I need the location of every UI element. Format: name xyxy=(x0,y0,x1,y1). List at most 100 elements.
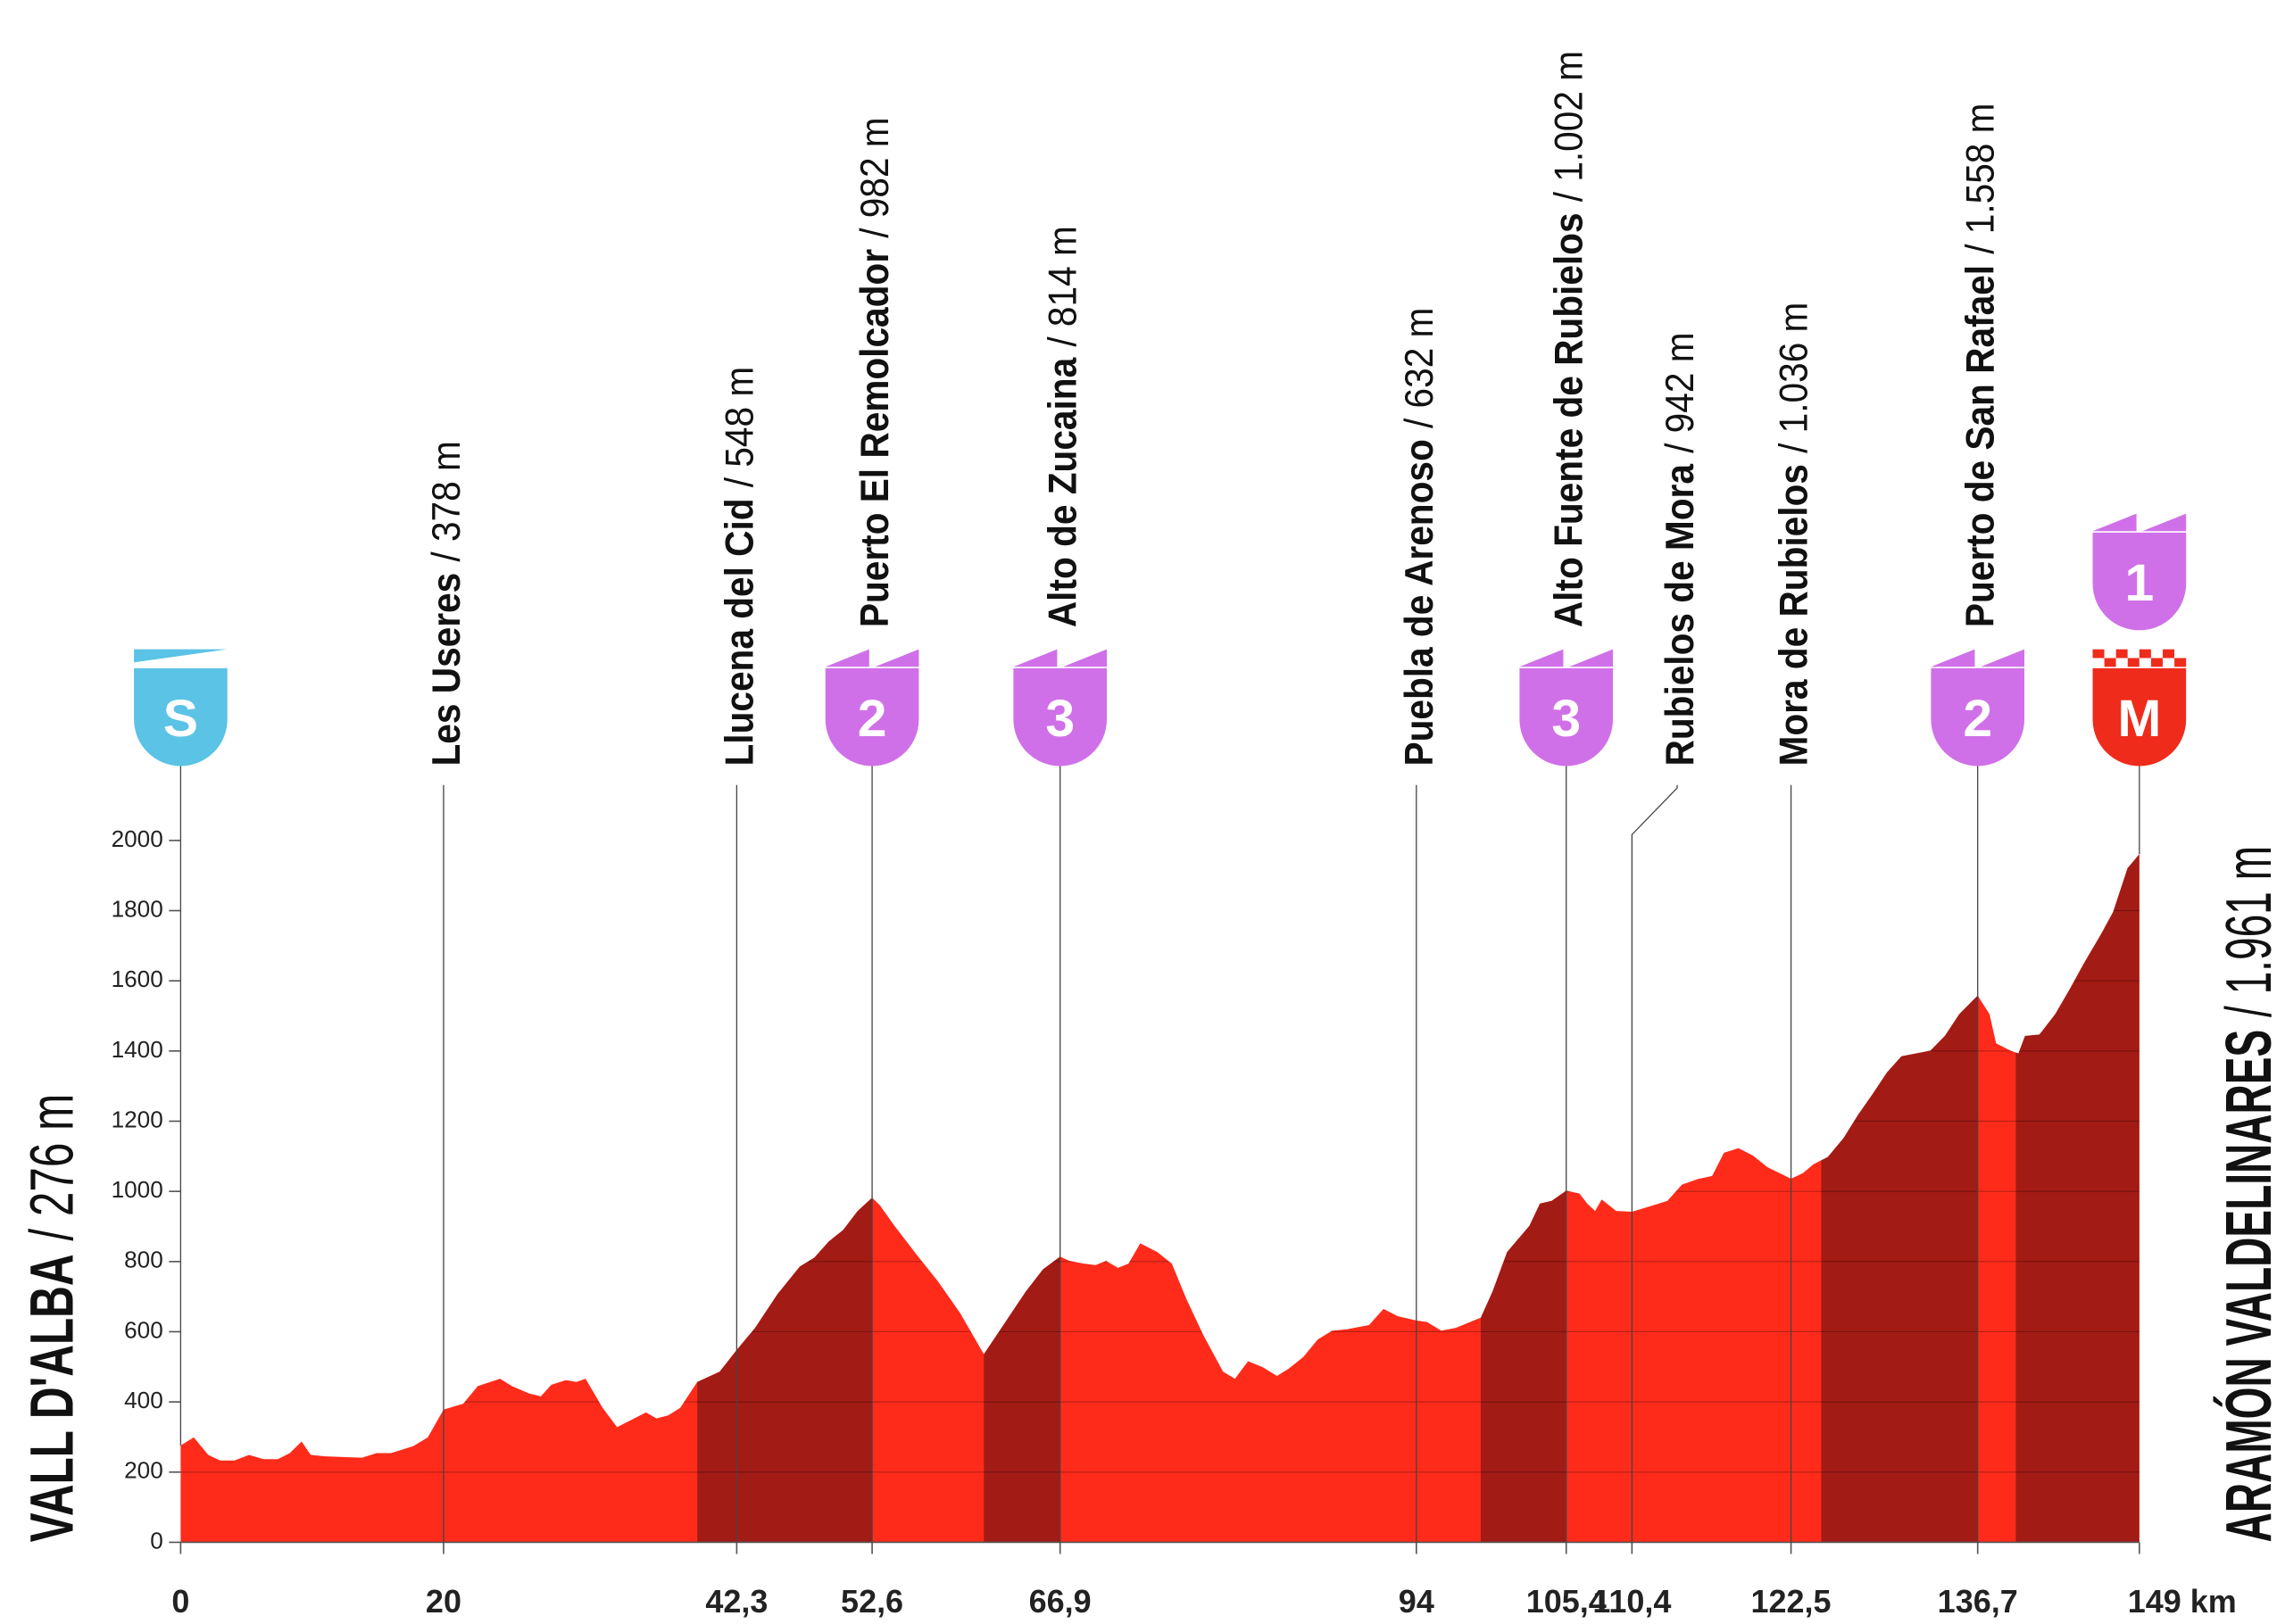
x-tick-label: 105,4 xyxy=(1526,1583,1607,1620)
waypoint-label: Puerto El Remolcador / 982 m xyxy=(853,117,897,627)
badge-label: 2 xyxy=(1963,690,1992,748)
badge: 1 xyxy=(2092,513,2187,631)
badge-label: 3 xyxy=(1045,690,1075,748)
y-tick-label: 1400 xyxy=(112,1036,163,1063)
badge-check xyxy=(2115,649,2128,659)
waypoint-elevation: / 982 m xyxy=(853,117,897,237)
badge-body xyxy=(2092,532,2187,631)
y-tick-label: 1200 xyxy=(112,1106,163,1132)
badge-label: S xyxy=(163,690,198,748)
x-tick-label: 42,3 xyxy=(705,1583,768,1620)
waypoint-elevation: / 942 m xyxy=(1658,332,1701,452)
badge-check xyxy=(2104,649,2116,659)
badge-check xyxy=(2163,658,2175,667)
start-label: VALL D'ALBA / 276 m xyxy=(17,1094,86,1543)
badge-check xyxy=(2150,649,2164,659)
badge: M xyxy=(2092,649,2187,766)
waypoint-elevation: / 1.558 m xyxy=(1958,104,2002,254)
waypoint-label: Rubielos de Mora / 942 m xyxy=(1658,332,1701,766)
badge: 2 xyxy=(1931,649,2025,766)
waypoint-elevation: / 632 m xyxy=(1397,308,1441,428)
climb-section xyxy=(2015,854,2140,1543)
x-tick-label: 52,6 xyxy=(841,1583,903,1620)
waypoint-name: Rubielos de Mora xyxy=(1658,464,1701,766)
leader-line xyxy=(1631,784,1678,1543)
y-tick-label: 1000 xyxy=(112,1176,163,1203)
waypoint-label: Llucena del Cid / 548 m xyxy=(718,367,761,766)
badge-check xyxy=(2139,649,2151,659)
badge-flag xyxy=(2092,513,2187,532)
waypoint-label: Les Useres / 378 m xyxy=(424,441,468,766)
y-tick-label: 600 xyxy=(124,1316,163,1343)
badge-label: 3 xyxy=(1551,690,1581,748)
waypoint-name: Alto de Zucaina xyxy=(1041,357,1084,627)
badge: 3 xyxy=(1519,649,1614,766)
climb-section xyxy=(1480,854,1566,1543)
badge-body xyxy=(134,667,228,766)
waypoint-name: VALL D'ALBA xyxy=(17,1254,86,1542)
elevation-area xyxy=(180,854,2140,1543)
waypoint-label: Puerto de San Rafael / 1.558 m xyxy=(1958,104,2002,628)
x-tick-label: 0 xyxy=(171,1583,189,1620)
x-tick-label: 136,7 xyxy=(1938,1583,2018,1620)
badge-body xyxy=(2092,667,2187,766)
x-tick-label: 94 xyxy=(1399,1583,1434,1620)
badge-check xyxy=(2115,658,2128,667)
badge-body xyxy=(1013,667,1108,766)
badge: 3 xyxy=(1013,649,1108,766)
badge-check xyxy=(2174,649,2187,659)
waypoint-name: Puerto de San Rafael xyxy=(1958,265,2002,627)
waypoint-label: Alto Fuente de Rubielos / 1.002 m xyxy=(1547,51,1591,627)
waypoint-elevation: / 814 m xyxy=(1041,226,1084,346)
x-tick-label: 110,4 xyxy=(1592,1583,1671,1620)
y-tick-label: 800 xyxy=(124,1247,163,1273)
waypoint-name: Alto Fuente de Rubielos xyxy=(1547,212,1591,627)
badge-body xyxy=(1931,667,2025,766)
y-tick-label: 200 xyxy=(124,1457,163,1484)
waypoint-label: Mora de Rubielos / 1.036 m xyxy=(1772,302,1816,766)
waypoint-elevation: / 548 m xyxy=(718,367,761,487)
badge-check xyxy=(2163,649,2175,659)
waypoint-name: Mora de Rubielos xyxy=(1772,464,1816,766)
y-tick-label: 2000 xyxy=(112,825,163,852)
badge-body xyxy=(1519,667,1614,766)
badge: 2 xyxy=(825,649,919,766)
waypoint-elevation: / 378 m xyxy=(424,441,468,561)
badge-body xyxy=(825,667,919,766)
x-tick-label: 20 xyxy=(426,1583,461,1620)
waypoint-elevation: / 1.036 m xyxy=(1772,302,1816,453)
badge-check xyxy=(2092,649,2105,659)
finish-label: ARAMÓN VALDELINARES / 1.961 m xyxy=(2213,846,2285,1542)
y-tick-label: 0 xyxy=(150,1527,163,1554)
waypoint-elevation: / 1.002 m xyxy=(1547,51,1591,202)
waypoint-name: Llucena del Cid xyxy=(718,498,761,766)
badge-flag xyxy=(825,649,919,667)
badge-label: M xyxy=(2117,690,2161,748)
climb-section xyxy=(697,854,873,1543)
waypoint-label: Alto de Zucaina / 814 m xyxy=(1041,226,1084,627)
waypoint-name: Puerto El Remolcador xyxy=(853,249,897,627)
y-tick-label: 1800 xyxy=(112,895,163,922)
waypoint-name: Les Useres xyxy=(424,573,468,766)
badge-label: 1 xyxy=(2124,554,2154,612)
waypoint-name: Puebla de Arenoso xyxy=(1397,439,1441,766)
x-tick-label: 149 km xyxy=(2128,1583,2237,1620)
badge-flag xyxy=(1519,649,1614,667)
badge-check xyxy=(2092,658,2105,667)
badge-check xyxy=(2104,658,2116,667)
waypoint-name: ARAMÓN VALDELINARES xyxy=(2213,1030,2285,1543)
x-tick-label: 66,9 xyxy=(1029,1583,1092,1620)
climb-section xyxy=(1821,854,1978,1543)
badge: S xyxy=(134,649,228,766)
badge-flag xyxy=(1013,649,1108,667)
badge-label: 2 xyxy=(858,690,887,748)
badge-flag xyxy=(134,649,228,663)
waypoint-label: Puebla de Arenoso / 632 m xyxy=(1397,308,1441,766)
waypoint-elevation: / 276 m xyxy=(17,1094,86,1241)
y-tick-label: 1600 xyxy=(112,965,163,992)
y-tick-label: 400 xyxy=(124,1387,163,1413)
x-tick-label: 122,5 xyxy=(1751,1583,1832,1620)
badge-flag xyxy=(1931,649,2025,667)
